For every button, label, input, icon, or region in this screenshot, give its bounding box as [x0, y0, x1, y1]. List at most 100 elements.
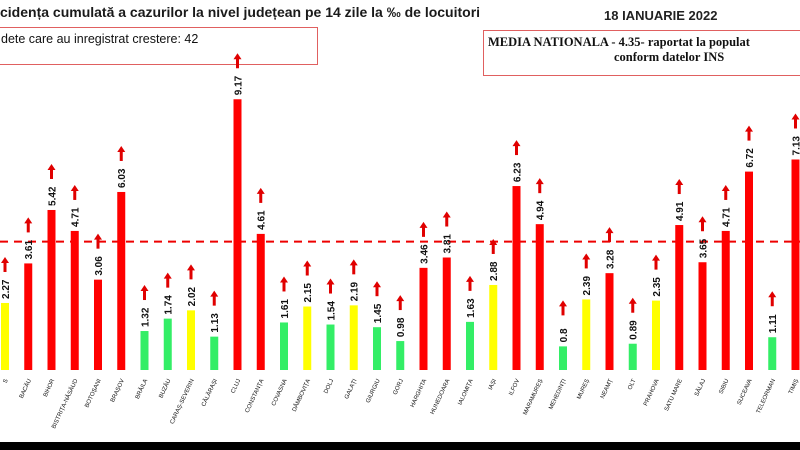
trend-up-icon — [489, 238, 498, 254]
increase-note: dete care au inregistrat crestere: 42 — [1, 32, 199, 46]
trend-up-icon — [605, 227, 614, 243]
value-label: 1.45 — [373, 303, 384, 323]
bar-olt — [628, 343, 637, 370]
national-average-line1: MEDIA NATIONALA - 4.35- raportat la popu… — [488, 35, 750, 49]
category-label: HUNEDOARA — [430, 378, 452, 415]
trend-up-icon — [535, 178, 544, 194]
category-label: MEHEDINȚI — [548, 378, 568, 411]
value-label: 4.71 — [71, 207, 82, 227]
value-label: 7.13 — [792, 136, 800, 156]
bar-galați — [349, 305, 358, 370]
trend-up-icon — [582, 253, 591, 269]
value-label: 2.02 — [187, 286, 198, 306]
category-label: COVASNA — [271, 378, 289, 407]
bar-neamț — [605, 273, 614, 370]
bar-teleorman — [768, 337, 777, 370]
value-label: 3.06 — [94, 256, 105, 276]
trend-up-icon — [210, 290, 219, 306]
value-label: 3.65 — [699, 238, 710, 258]
bar-mureș — [582, 299, 591, 370]
trend-up-icon — [94, 233, 102, 249]
value-label: 6.72 — [745, 148, 756, 168]
value-label: 2.15 — [303, 283, 314, 303]
value-label: 1.13 — [210, 313, 221, 333]
bar-brașov — [117, 191, 126, 370]
trend-up-icon — [675, 179, 684, 195]
bar-dâmbovița — [303, 306, 312, 370]
value-label: 1.54 — [327, 301, 338, 321]
bar-s — [1, 302, 9, 370]
trend-up-icon — [768, 291, 777, 307]
bar-caraș-severin — [187, 310, 195, 370]
trend-up-icon — [721, 184, 730, 200]
value-label: 4.91 — [675, 201, 686, 221]
category-label: BRĂILA — [134, 378, 149, 400]
bar-suceava — [745, 171, 753, 370]
bar-ilfov — [512, 186, 521, 370]
value-label: 1.61 — [280, 299, 291, 319]
category-label: OLT — [627, 378, 637, 391]
value-label: 4.61 — [257, 210, 268, 230]
trend-up-icon — [163, 272, 172, 288]
national-average-box: MEDIA NATIONALA - 4.35- raportat la popu… — [483, 30, 800, 76]
trend-up-icon — [745, 125, 753, 141]
category-label: SATU MARE — [664, 378, 684, 412]
value-label: 1.74 — [164, 295, 175, 315]
category-label: SUCEAVA — [737, 378, 754, 406]
category-label: NEAMȚ — [600, 378, 614, 400]
bar-botoșani — [94, 279, 102, 370]
value-label: 6.03 — [117, 168, 128, 188]
value-label: 1.63 — [466, 298, 477, 318]
bar-bistrița-năsăud — [70, 230, 79, 370]
category-label: BISTRIȚA-NĂSĂUD — [50, 377, 79, 430]
national-average-line2: conform datelor INS — [614, 50, 725, 64]
bar-covasna — [280, 322, 288, 370]
trend-up-icon — [419, 221, 428, 237]
trend-up-icon — [303, 260, 312, 276]
bar-constanța — [256, 233, 265, 370]
bar-călărași — [210, 336, 219, 370]
value-label: 2.35 — [652, 277, 663, 297]
value-label: 5.42 — [48, 186, 59, 206]
category-label: BUZĂU — [158, 378, 173, 399]
trend-up-icon — [47, 163, 56, 179]
trend-up-icon — [373, 281, 381, 297]
trend-up-icon — [117, 145, 126, 161]
value-label: 2.27 — [1, 279, 12, 299]
category-label: IALOMIȚA — [458, 378, 475, 406]
value-label: 0.8 — [559, 328, 570, 342]
category-label: TELEORMAN — [756, 378, 777, 414]
category-label: ILFOV — [509, 378, 522, 396]
trend-up-icon — [698, 216, 707, 232]
value-label: 9.17 — [234, 75, 245, 95]
bar-harghita — [419, 267, 428, 370]
value-label: 4.94 — [536, 200, 547, 220]
value-label: 6.23 — [513, 162, 524, 182]
bar-dolj — [326, 324, 335, 370]
value-label: 1.11 — [768, 314, 779, 333]
value-label: 1.32 — [141, 307, 152, 327]
category-label: GORJ — [393, 378, 405, 396]
category-label: CONSTANȚA — [245, 378, 266, 414]
bar-brăila — [140, 331, 149, 370]
value-label: 2.88 — [489, 261, 500, 281]
bar-iași — [489, 284, 498, 370]
category-label: DOLJ — [323, 378, 335, 394]
bar-sibiu — [721, 230, 730, 370]
value-label: 3.81 — [443, 234, 454, 254]
trend-up-icon — [256, 187, 265, 203]
bar-timiș — [791, 159, 800, 370]
bar-giurgiu — [373, 327, 381, 370]
trend-up-icon — [140, 285, 149, 301]
category-label: DÂMBOVIȚA — [291, 378, 312, 413]
bottom-bar — [0, 442, 800, 450]
bar-bacău — [24, 263, 33, 370]
category-label: MARAMUREȘ — [523, 378, 545, 416]
category-label: SIBIU — [719, 378, 731, 395]
category-label: BRAȘOV — [110, 378, 126, 403]
category-label: HARGHITA — [410, 378, 428, 408]
value-label: 3.28 — [606, 249, 617, 269]
bar-bihor — [47, 209, 56, 370]
category-label: CARAȘ-SEVERIN — [170, 378, 196, 425]
